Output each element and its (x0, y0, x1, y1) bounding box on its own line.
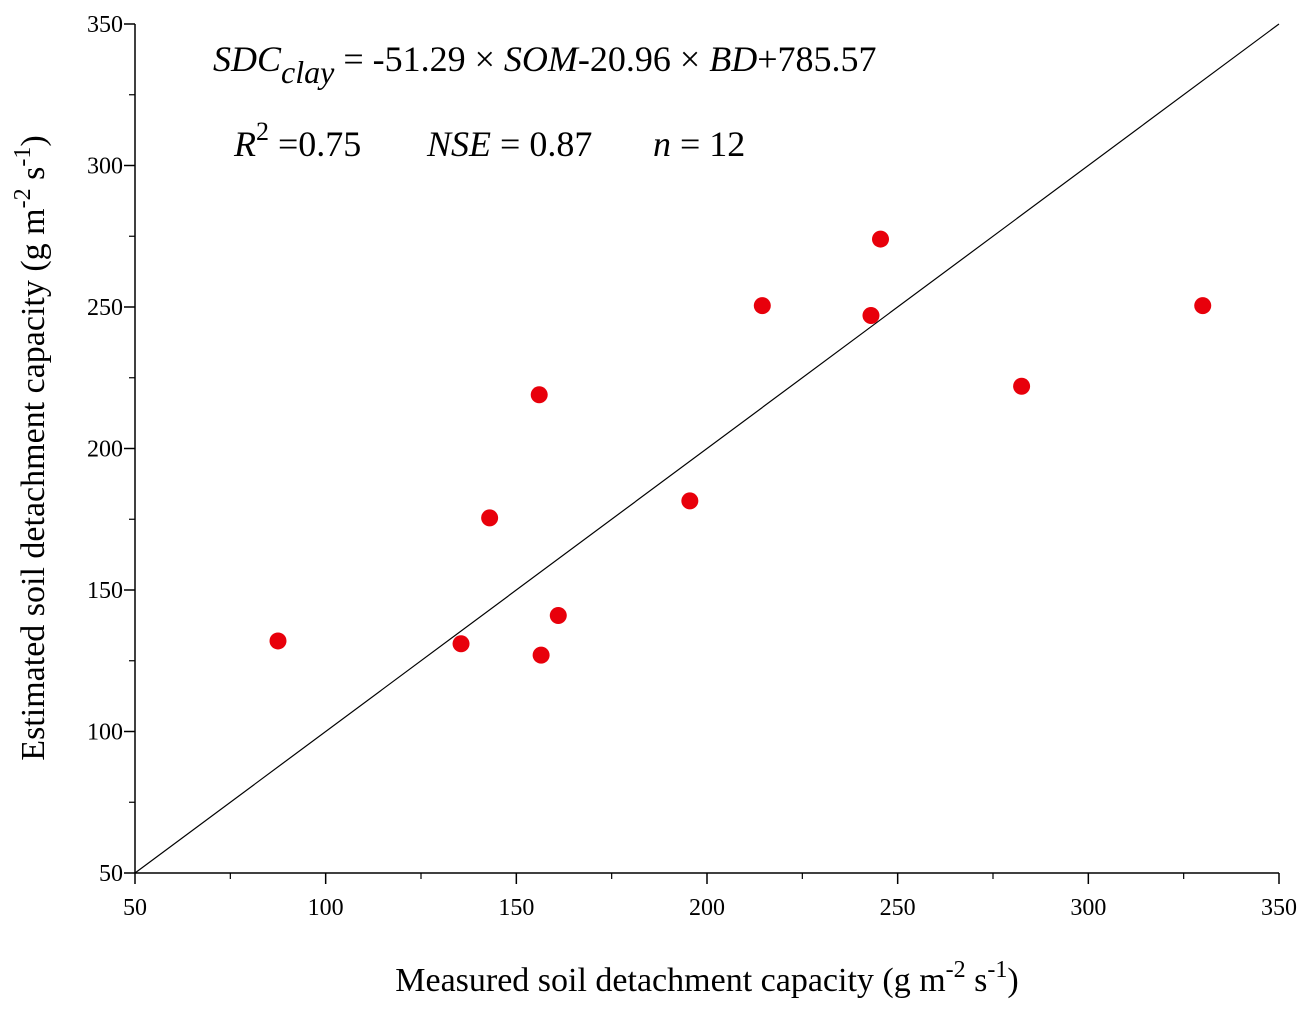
n-value: = 12 (671, 124, 745, 164)
y-tick-label: 50 (99, 861, 123, 887)
x-axis-title: Measured soil detachment capacity (g m-2… (395, 957, 1018, 999)
x-tick-label: 100 (308, 895, 344, 921)
r-squared-superscript: 2 (256, 117, 269, 146)
y-axis-title-end: ) (15, 135, 52, 146)
y-tick-label: 200 (87, 437, 123, 463)
data-point (549, 606, 567, 624)
y-axis-title: Estimated soil detachment capacity (g m-… (10, 135, 52, 760)
data-point (753, 297, 771, 315)
x-axis-title-main: Measured soil detachment capacity (g m (395, 962, 945, 999)
x-axis-title-sup1: -2 (946, 957, 966, 983)
stats-annotation: R2 =0.75 (233, 117, 361, 164)
r-squared-symbol: R (233, 124, 256, 164)
y-tick-label: 350 (87, 12, 123, 38)
data-point (269, 632, 287, 650)
data-point (1013, 377, 1031, 395)
y-axis-title-main: Estimated soil detachment capacity (g m (15, 208, 52, 760)
y-tick-label: 250 (87, 295, 123, 321)
x-tick-label: 300 (1070, 895, 1106, 921)
equation-lhs-subscript: clay (281, 54, 335, 90)
one-to-one-line (134, 23, 1280, 874)
equation-eq: = -51.29 × (334, 39, 504, 79)
x-tick-label: 350 (1261, 895, 1297, 921)
equation-tail: +785.57 (757, 39, 876, 79)
equation-var-bd: BD (709, 39, 757, 79)
data-points (269, 230, 1212, 664)
y-axis-title-mid: s (15, 167, 52, 189)
equation-var-som: SOM (504, 39, 580, 79)
data-point (532, 646, 550, 664)
n-annotation: n = 12 (653, 124, 745, 164)
y-axis-title-sup2: -1 (10, 147, 36, 167)
nse-value: = 0.87 (491, 124, 592, 164)
x-axis-title-end: ) (1007, 962, 1018, 999)
data-point (872, 230, 890, 248)
data-point (481, 509, 499, 527)
n-symbol: n (653, 124, 671, 164)
y-tick-label: 300 (87, 154, 123, 180)
data-point (862, 306, 880, 324)
equation-mid: -20.96 × (578, 39, 709, 79)
x-tick-label: 200 (689, 895, 725, 921)
r-squared-value: =0.75 (269, 124, 361, 164)
nse-symbol: NSE (426, 124, 491, 164)
data-point (1194, 297, 1212, 315)
y-axis-title-sup1: -2 (10, 188, 36, 208)
data-point (681, 492, 699, 510)
x-axis-title-mid: s (966, 962, 988, 999)
y-tick-label: 100 (87, 720, 123, 746)
nse-annotation: NSE = 0.87 (426, 124, 592, 164)
y-tick-label: 150 (87, 578, 123, 604)
axis-ticks (124, 23, 1280, 884)
equation-annotation: SDCclay = -51.29 × SOM-20.96 × BD+785.57 (213, 39, 877, 90)
data-point (452, 635, 470, 653)
x-tick-label: 150 (498, 895, 534, 921)
data-point (530, 386, 548, 404)
x-tick-label: 50 (123, 895, 147, 921)
x-axis-title-sup2: -1 (987, 957, 1007, 983)
equation-lhs: SDC (213, 39, 282, 79)
x-tick-label: 250 (880, 895, 916, 921)
